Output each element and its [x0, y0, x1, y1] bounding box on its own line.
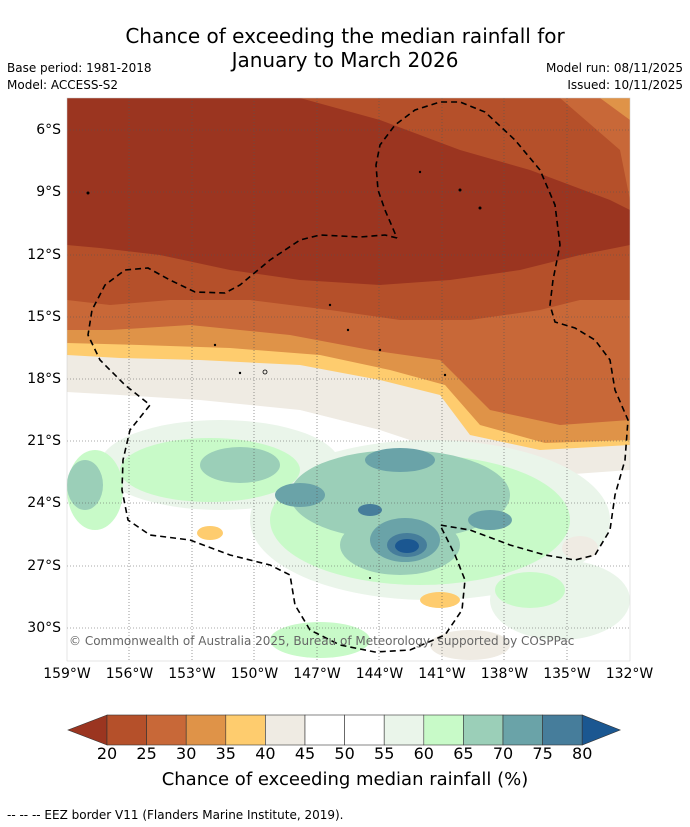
- lat-label: 6°S: [36, 122, 61, 138]
- run-info: Model run: 08/11/2025 Issued: 10/11/2025: [546, 60, 683, 94]
- colorbar-swatch: [304, 714, 345, 746]
- region-65-70: [67, 460, 103, 510]
- region-65-70: [290, 450, 510, 540]
- region-60-65: [495, 572, 565, 608]
- region-70-75: [468, 510, 512, 530]
- colorbar: [67, 714, 622, 746]
- colorbar-tick-label: 45: [294, 744, 316, 763]
- lon-label: 150°W: [230, 666, 279, 682]
- issued-date: Issued: 10/11/2025: [567, 78, 683, 92]
- base-period: Base period: 1981-2018: [7, 61, 152, 75]
- lon-label: 141°W: [418, 666, 466, 682]
- copyright-notice: © Commonwealth of Australia 2025, Bureau…: [69, 634, 575, 648]
- lat-label: 30°S: [27, 620, 61, 636]
- colorbar-swatch: [146, 714, 187, 746]
- region-above-80: [395, 539, 419, 553]
- colorbar-tick-label: 50: [334, 744, 355, 763]
- lon-label: 147°W: [293, 666, 341, 682]
- model-name: Model: ACCESS-S2: [7, 78, 119, 92]
- colorbar-tick-label: 70: [492, 744, 514, 763]
- lat-label: 21°S: [27, 433, 61, 449]
- island: [478, 206, 482, 210]
- map-frame: [66, 97, 631, 662]
- colorbar-swatch: [463, 714, 504, 746]
- island: [86, 191, 90, 195]
- colorbar-swatch: [383, 714, 425, 746]
- region-75-80: [358, 504, 382, 516]
- colorbar-tick-label: 35: [215, 744, 236, 763]
- colorbar-tick-label: 20: [96, 744, 118, 763]
- title-line-1: Chance of exceeding the median rainfall …: [125, 24, 565, 48]
- islands: [86, 170, 482, 579]
- map-field: [67, 98, 630, 661]
- region-60-65: [270, 622, 370, 658]
- region-70-75: [275, 483, 325, 507]
- model-run-date: Model run: 08/11/2025: [545, 61, 683, 75]
- island: [418, 170, 422, 174]
- colorbar-tick-label: 80: [572, 744, 593, 763]
- eez-border: [87, 101, 629, 653]
- colorbar-tick-label: 25: [136, 744, 157, 763]
- lat-label: 15°S: [27, 309, 61, 325]
- colorbar-swatch: [265, 714, 306, 746]
- island: [346, 328, 350, 332]
- region-below-20: [67, 98, 630, 285]
- eez-legend-note: -- -- -- EEZ border V11 (Flanders Marine…: [7, 808, 344, 822]
- colorbar-tick-label: 40: [255, 744, 276, 763]
- island: [458, 188, 462, 192]
- lon-label: 132°W: [605, 666, 654, 682]
- colorbar-tick-label: 55: [374, 744, 395, 763]
- region-35-40: [197, 526, 223, 540]
- island: [369, 577, 371, 579]
- colorbar-swatch: [185, 714, 227, 746]
- lat-label: 24°S: [27, 495, 61, 511]
- island: [378, 348, 382, 352]
- colorbar-swatch: [344, 714, 385, 746]
- region-65-70: [200, 447, 280, 483]
- colorbar-swatch: [423, 714, 464, 746]
- lat-label: 9°S: [36, 184, 61, 200]
- lat-label: 27°S: [27, 558, 61, 574]
- lon-label: 138°W: [480, 666, 529, 682]
- colorbar-extend-high: [581, 714, 622, 746]
- lat-label: 18°S: [27, 371, 61, 387]
- lon-label: 156°W: [105, 666, 154, 682]
- colorbar-extend-low: [67, 714, 108, 746]
- region-35-40: [420, 592, 460, 608]
- lon-label: 144°W: [355, 666, 404, 682]
- region-45: [430, 630, 510, 660]
- colorbar-swatch: [542, 714, 583, 746]
- colorbar-tick-label: 60: [413, 744, 434, 763]
- region-70-75: [365, 448, 435, 472]
- island: [213, 343, 217, 347]
- island: [328, 303, 332, 307]
- map-title: Chance of exceeding the median rainfall …: [0, 24, 690, 72]
- island: [238, 371, 242, 375]
- region-45: [562, 536, 598, 560]
- graticule: [67, 98, 630, 661]
- colorbar-swatch: [106, 714, 147, 746]
- model-info: Base period: 1981-2018 Model: ACCESS-S2: [7, 60, 152, 94]
- lat-label: 12°S: [27, 247, 61, 263]
- title-line-2: January to March 2026: [231, 48, 459, 72]
- lon-label: 135°W: [543, 666, 591, 682]
- colorbar-tick-label: 30: [176, 744, 197, 763]
- colorbar-swatch: [502, 714, 543, 746]
- colorbar-title: Chance of exceeding median rainfall (%): [161, 769, 529, 790]
- lon-label: 153°W: [168, 666, 216, 682]
- colorbar-swatch: [225, 714, 266, 746]
- island: [262, 369, 268, 375]
- colorbar-tick-label: 75: [532, 744, 553, 763]
- lon-label: 159°W: [43, 666, 91, 682]
- island: [443, 373, 447, 377]
- colorbar-tick-label: 65: [453, 744, 474, 763]
